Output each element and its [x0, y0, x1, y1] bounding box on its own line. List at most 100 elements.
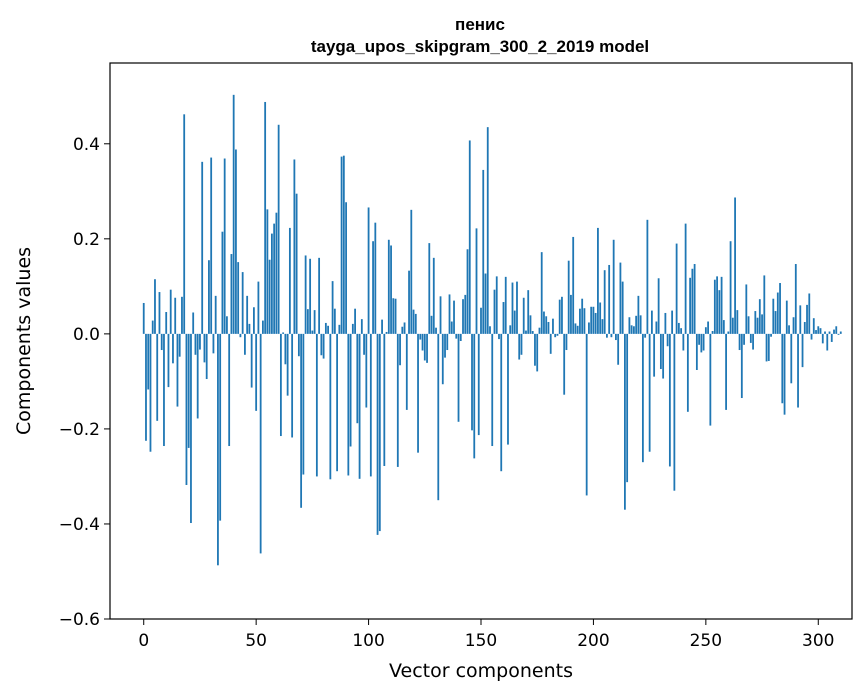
bar: [686, 333, 689, 412]
bar: [151, 320, 154, 334]
x-axis-ticks: 0 50 100 150 200 250 300: [138, 619, 834, 651]
y-tick-label: −0.4: [59, 515, 100, 535]
bar: [210, 157, 213, 334]
bar: [794, 264, 797, 334]
bar: [268, 259, 271, 334]
x-axis-label: Vector components: [389, 660, 573, 682]
bar: [322, 333, 325, 359]
bar: [142, 302, 145, 334]
bar: [531, 331, 534, 334]
bar: [500, 333, 503, 472]
bar: [597, 227, 599, 334]
bar: [543, 311, 545, 334]
bar: [315, 333, 318, 477]
bar: [360, 319, 363, 334]
bar: [221, 231, 224, 334]
bar: [718, 290, 721, 334]
bar: [788, 325, 790, 334]
bar: [502, 302, 505, 334]
bar: [520, 333, 523, 355]
bar: [354, 308, 356, 334]
bar: [567, 260, 570, 334]
bar: [199, 333, 201, 350]
bar: [284, 333, 287, 365]
bar: [167, 333, 170, 388]
bar: [761, 314, 763, 334]
bar: [378, 333, 381, 532]
bar: [637, 295, 640, 334]
bar: [763, 275, 766, 334]
bar: [145, 333, 147, 441]
bar: [356, 333, 359, 424]
bar: [477, 333, 480, 436]
bar: [561, 296, 563, 334]
bar: [156, 333, 159, 421]
bar: [781, 333, 784, 404]
bar: [581, 298, 584, 334]
bar: [731, 317, 734, 334]
bar: [376, 333, 379, 535]
bar: [601, 319, 604, 334]
bar: [659, 333, 662, 370]
bar: [727, 331, 730, 334]
bar: [615, 333, 617, 341]
bar: [475, 228, 478, 334]
bar: [657, 278, 660, 334]
bar: [552, 318, 554, 334]
bar: [484, 273, 487, 334]
bar: [349, 333, 352, 447]
bar: [610, 333, 613, 338]
bar: [635, 315, 638, 334]
bar: [525, 330, 527, 334]
bar: [428, 243, 431, 334]
bar: [396, 333, 399, 467]
bar: [304, 255, 307, 334]
bar: [196, 333, 199, 419]
bar: [320, 333, 323, 356]
bar: [707, 321, 709, 334]
bar: [675, 243, 678, 334]
bar: [410, 209, 413, 334]
bar: [277, 124, 280, 334]
bar: [437, 333, 440, 501]
bar: [493, 289, 496, 334]
bar: [446, 333, 449, 351]
bar: [799, 305, 802, 334]
bar: [201, 161, 204, 334]
bar: [230, 254, 233, 334]
bar: [250, 333, 253, 388]
bar: [345, 202, 347, 334]
bar: [691, 268, 694, 334]
bar: [698, 333, 700, 345]
bar: [291, 333, 294, 438]
bar: [684, 223, 687, 334]
bar: [403, 322, 406, 334]
bar: [772, 298, 775, 334]
bar: [704, 327, 707, 334]
bar: [513, 310, 516, 334]
bar: [282, 332, 285, 334]
bar: [279, 333, 282, 437]
bar: [430, 315, 433, 334]
bar: [421, 333, 424, 351]
bar: [374, 222, 377, 334]
bar: [527, 290, 530, 334]
bar: [306, 309, 309, 334]
bar: [826, 333, 829, 351]
bar: [486, 127, 489, 334]
bar: [671, 310, 674, 334]
bar: [765, 333, 768, 362]
bar: [217, 333, 219, 566]
bar: [758, 299, 761, 334]
bar: [302, 333, 305, 475]
bar: [273, 223, 276, 334]
bar: [489, 326, 491, 334]
bar: [491, 333, 494, 447]
bar: [783, 333, 786, 415]
bar: [812, 318, 815, 334]
bar: [246, 295, 249, 334]
bar: [792, 317, 795, 334]
bar: [241, 272, 244, 334]
bar: [324, 322, 327, 334]
bar: [579, 308, 581, 334]
